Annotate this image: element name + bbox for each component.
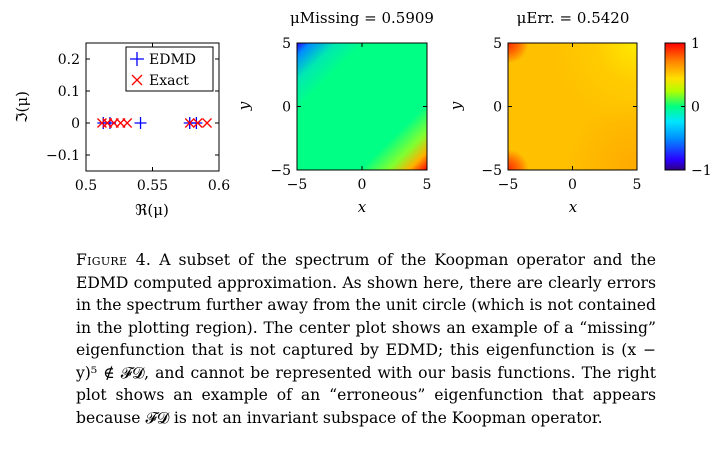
heatmap-ytick-label: 5 xyxy=(493,36,502,52)
exact-point xyxy=(122,118,133,128)
caption-text: A subset of the spectrum of the Koopman … xyxy=(76,251,656,427)
scatter-xtick-label: 0.6 xyxy=(208,178,230,194)
erroneous-eigenfunction-heatmap: −5 0 5 5 0 −5 μErr. = 0.5420 x y xyxy=(447,9,641,216)
legend-exact-marker xyxy=(131,74,143,86)
heatmap-xtick-label: 5 xyxy=(633,177,642,193)
erroneous-ylabel: y xyxy=(447,101,465,111)
missing-eigenfunction-heatmap: −5 0 5 5 0 −5 μMissing = 0.5909 x y xyxy=(235,9,434,216)
heatmap-xtick-label: −5 xyxy=(498,177,519,193)
legend-entry-label: Exact xyxy=(149,73,189,89)
erroneous-xlabel: x xyxy=(569,198,578,216)
heatmap-xtick-label: 0 xyxy=(568,177,577,193)
scatter-ylabel: ℑ(μ) xyxy=(13,91,31,123)
missing-xlabel: x xyxy=(358,198,367,216)
figure-caption: Figure 4. A subset of the spectrum of the… xyxy=(76,249,656,429)
scatter-ytick-label: 0.1 xyxy=(58,84,80,100)
exact-point xyxy=(192,118,203,128)
scatter-legend: EDMD Exact xyxy=(125,46,214,92)
colorbar-tick-label: 0 xyxy=(691,100,700,116)
heatmap-ytick-label: 0 xyxy=(282,100,291,116)
figure-4: 0.5 0.55 0.6 0.2 0.1 0 −0.1 EDMD Exact ℜ(μ) ℑ(μ… xyxy=(13,9,712,219)
legend-edmd-marker xyxy=(130,52,144,66)
edmd-point xyxy=(134,117,147,129)
missing-heatmap-field xyxy=(297,43,427,170)
heatmap-xtick-label: 0 xyxy=(358,177,367,193)
heatmap-xtick-label: 5 xyxy=(423,177,432,193)
heatmap-ytick-label: 5 xyxy=(282,36,291,52)
legend-entry-label: EDMD xyxy=(149,52,196,68)
exact-point xyxy=(184,118,195,128)
heatmap-ytick-label: 0 xyxy=(493,100,502,116)
spectrum-scatter-plot: 0.5 0.55 0.6 0.2 0.1 0 −0.1 EDMD Exact ℜ(μ) ℑ(μ… xyxy=(13,42,230,219)
missing-ylabel: y xyxy=(235,101,253,111)
caption-label: Figure 4. xyxy=(76,251,152,269)
heatmap-xtick-label: −5 xyxy=(287,177,308,193)
scatter-ytick-label: 0 xyxy=(71,116,80,132)
scatter-ytick-label: 0.2 xyxy=(58,52,80,68)
scatter-xtick-label: 0.5 xyxy=(75,178,97,194)
heatmap-ytick-label: −5 xyxy=(270,163,291,179)
exact-point xyxy=(202,118,212,128)
colorbar: 1 0 −1 xyxy=(664,36,712,179)
colorbar-tick-label: 1 xyxy=(691,36,700,52)
missing-title: μMissing = 0.5909 xyxy=(290,9,434,27)
erroneous-heatmap-hot-bottom-left xyxy=(508,43,637,170)
scatter-xtick-label: 0.55 xyxy=(137,178,168,194)
erroneous-title: μErr. = 0.5420 xyxy=(517,9,630,27)
scatter-ytick-label: −0.1 xyxy=(46,148,80,164)
colorbar-tick-label: −1 xyxy=(691,163,712,179)
edmd-point xyxy=(190,117,203,129)
heatmap-ytick-label: −5 xyxy=(481,163,502,179)
scatter-xlabel: ℜ(μ) xyxy=(135,201,169,219)
